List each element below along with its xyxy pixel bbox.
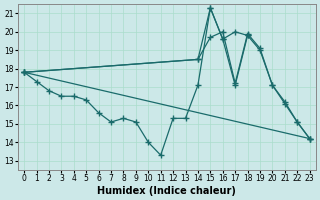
X-axis label: Humidex (Indice chaleur): Humidex (Indice chaleur) [98, 186, 236, 196]
